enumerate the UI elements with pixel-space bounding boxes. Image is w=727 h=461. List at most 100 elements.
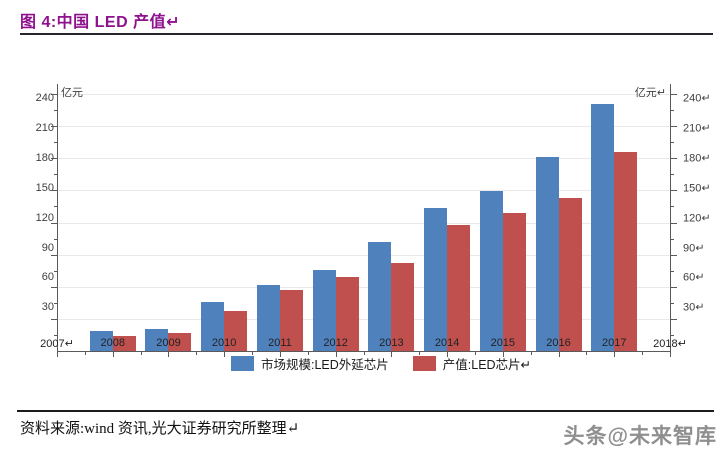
- y-axis-label-right: 210↵: [683, 122, 711, 135]
- y-axis-tick: [671, 222, 677, 224]
- y-gridline: [57, 94, 670, 95]
- x-axis-tick: [307, 352, 309, 355]
- bar-output-value: [335, 277, 359, 351]
- y-axis-label-right: 180↵: [683, 152, 711, 165]
- legend-item-market-size: 市场规模:LED外延芯片: [231, 354, 389, 373]
- y-axis-tick: [671, 190, 677, 192]
- x-axis: [57, 351, 671, 352]
- x-axis-tick: [474, 352, 476, 355]
- y-axis-tick: [671, 110, 674, 112]
- x-axis-label: 2014: [434, 337, 460, 349]
- bar-market-size: [368, 241, 392, 351]
- bar-output-value: [279, 289, 303, 351]
- x-axis-tick: [224, 352, 226, 357]
- footer-divider: [17, 410, 714, 412]
- x-axis-tick: [363, 352, 365, 355]
- bar-output-value: [558, 197, 582, 351]
- y-axis-label-right: 60↵: [683, 271, 705, 284]
- watermark: 头条@未来智库: [563, 425, 717, 448]
- bar-market-size: [591, 103, 615, 351]
- x-axis-tick: [419, 352, 421, 355]
- x-axis-tick: [84, 352, 86, 355]
- y-axis-tick: [671, 206, 674, 208]
- x-axis-tick: [279, 352, 281, 357]
- y-axis-label-right: 240↵: [683, 92, 711, 105]
- y-axis-tick: [54, 110, 57, 112]
- y-axis-label-left: 150: [35, 181, 54, 194]
- x-axis-label: 2010: [211, 337, 237, 349]
- y-axis-tick: [51, 126, 57, 128]
- y-axis-tick: [671, 94, 677, 95]
- y-axis-tick: [671, 286, 677, 288]
- x-axis-label: 2011: [268, 337, 292, 349]
- y-axis-label-right: 30↵: [683, 301, 705, 314]
- bar-market-size: [145, 328, 169, 351]
- bar-market-size: [535, 157, 559, 351]
- x-axis-label: 2013: [379, 337, 404, 349]
- bar-market-size: [424, 207, 448, 351]
- x-axis-tick: [57, 352, 58, 357]
- bar-output-value: [112, 336, 136, 351]
- x-axis-tick: [530, 352, 532, 355]
- title-divider: [20, 33, 713, 35]
- y-axis-tick: [54, 238, 57, 240]
- bar-output-value: [391, 263, 415, 351]
- bar-output-value: [614, 151, 638, 351]
- y-axis-label-left: 60: [41, 271, 54, 284]
- y-axis-tick: [671, 126, 677, 128]
- y-axis-unit-right: 亿元↵: [634, 87, 666, 99]
- y-axis-tick: [51, 254, 57, 256]
- y-axis-tick: [671, 238, 674, 240]
- x-axis-label: 2012: [323, 337, 348, 349]
- x-axis-label: 2008: [100, 337, 125, 349]
- legend-label-market-size: 市场规模:LED外延芯片: [261, 358, 389, 372]
- y-axis-tick: [671, 142, 674, 144]
- chart-legend: 市场规模:LED外延芯片 产值:LED芯片↵: [231, 354, 531, 373]
- y-axis-tick: [54, 174, 57, 176]
- y-axis-unit-left: 亿元: [61, 87, 83, 99]
- legend-swatch-red-icon: [412, 356, 436, 371]
- y-axis-label-left: 30: [41, 301, 54, 314]
- x-axis-tick: [168, 352, 170, 357]
- bar-market-size: [89, 330, 113, 351]
- y-axis-tick: [671, 158, 677, 160]
- y-axis-tick: [54, 302, 57, 304]
- y-axis-tick: [671, 254, 677, 256]
- x-axis-tick: [558, 352, 560, 357]
- y-axis-tick: [54, 270, 57, 272]
- y-axis-right: [670, 84, 671, 352]
- x-axis-label: 2009: [156, 337, 181, 349]
- x-axis-label: 2018↵: [653, 338, 687, 350]
- y-axis-tick: [671, 302, 674, 304]
- y-axis-tick: [54, 334, 57, 336]
- y-gridline: [57, 254, 670, 256]
- y-axis-tick: [671, 270, 674, 272]
- y-gridline: [57, 222, 670, 224]
- y-axis-label-right: 120↵: [683, 212, 711, 225]
- y-axis-label-left: 240: [35, 92, 54, 104]
- y-axis-tick: [51, 190, 57, 192]
- x-axis-tick: [391, 352, 393, 357]
- source-note: 资料来源:wind 资讯,光大证券研究所整理↵: [20, 421, 300, 437]
- y-axis-label-right: 150↵: [683, 182, 711, 195]
- y-axis-tick: [671, 318, 677, 320]
- y-axis-tick: [51, 94, 57, 95]
- legend-swatch-blue-icon: [231, 356, 254, 371]
- y-axis-label-right: 90↵: [683, 242, 705, 254]
- x-axis-tick: [614, 352, 616, 357]
- x-axis-tick: [642, 352, 644, 355]
- y-axis-label-left: 210: [35, 121, 54, 134]
- bar-output-value: [502, 212, 526, 351]
- y-axis-tick: [54, 206, 57, 208]
- bar-output-value: [224, 311, 248, 351]
- y-axis-tick: [671, 174, 674, 176]
- y-gridline: [57, 318, 670, 320]
- bar-market-size: [256, 284, 280, 351]
- x-axis-tick: [112, 352, 114, 357]
- x-axis-label: 2017: [602, 337, 627, 349]
- y-gridline: [57, 286, 670, 288]
- x-axis-tick: [196, 352, 198, 355]
- x-axis-tick: [335, 352, 337, 357]
- y-axis-tick: [54, 142, 57, 144]
